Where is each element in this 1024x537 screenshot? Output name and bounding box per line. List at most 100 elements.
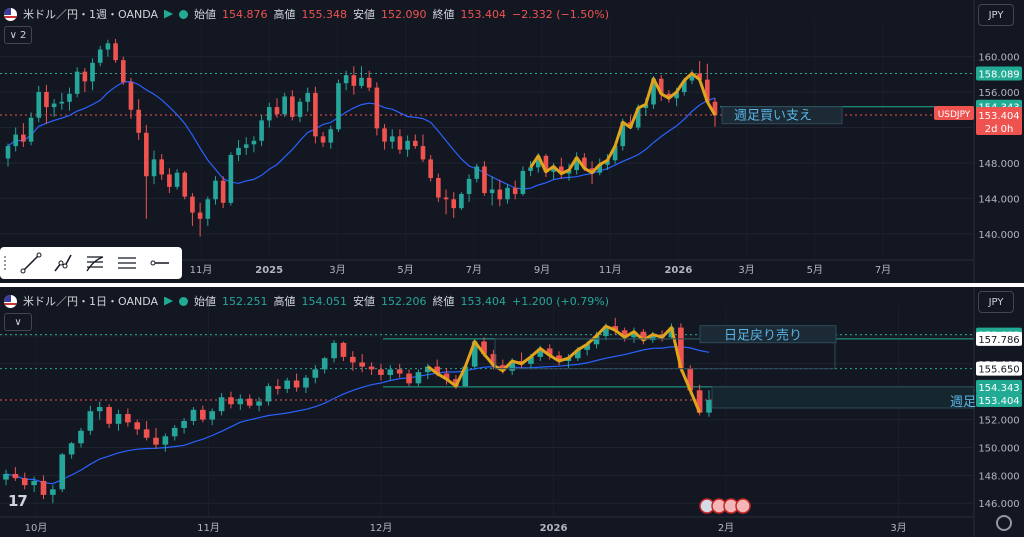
candle [182, 172, 188, 197]
candle [21, 478, 28, 486]
candle [621, 330, 628, 338]
x-tick-label: 11月 [197, 522, 220, 534]
candle [174, 172, 180, 187]
currency-selector[interactable]: JPY [978, 291, 1014, 313]
candle [378, 369, 384, 375]
y-tick-label: 150.000 [978, 443, 1019, 454]
candle [181, 420, 187, 428]
candle [200, 409, 206, 420]
current-price-label: 153.404 [978, 111, 1019, 122]
daily-chart-panel[interactable]: 10月11月12月20262月3月158.000156.000152.00015… [0, 287, 1024, 537]
fib-retracement-icon[interactable] [84, 252, 106, 274]
marker-flag-icon[interactable] [164, 9, 174, 19]
price-level-tag [976, 379, 1022, 394]
candle [397, 136, 403, 150]
x-tick-label: 7月 [875, 264, 891, 276]
candle [197, 212, 203, 219]
candle [462, 366, 469, 387]
candle [209, 411, 216, 420]
pitchfork-icon[interactable] [52, 252, 74, 274]
candle [284, 380, 291, 389]
candle [331, 342, 337, 359]
candle [466, 178, 472, 194]
marker-flag-icon[interactable] [164, 296, 174, 306]
symbol-title[interactable]: 米ドル／円・1日・OANDA [23, 295, 159, 308]
change-value: −2.332 (−1.50%) [512, 7, 609, 21]
candle [259, 120, 264, 141]
low-label: 安値 [353, 8, 376, 21]
candle [237, 398, 244, 405]
candle [115, 414, 122, 424]
candle [31, 480, 37, 486]
drawing-toolbar [0, 247, 182, 279]
pattern-zone [494, 338, 836, 370]
candle [113, 43, 118, 61]
weekly-chart[interactable]: 11月 2025 3月 5月 7月 9月 11月 2026 3月 5月 7月 160.000 156.0… [0, 0, 1024, 283]
candle [265, 386, 272, 402]
candle [471, 341, 478, 367]
y-tick-label: 148.000 [978, 159, 1019, 170]
horizontal-ray-icon[interactable] [148, 252, 170, 274]
symbol-tag [934, 106, 974, 121]
candle [412, 140, 418, 147]
visibility-dot-icon[interactable] [179, 9, 189, 19]
price-level-label: 153.404 [978, 396, 1019, 407]
candle [368, 366, 375, 370]
candle [605, 160, 610, 165]
currency-selector[interactable]: JPY [978, 4, 1014, 26]
panel-divider[interactable] [0, 283, 1024, 287]
visibility-dot-icon[interactable] [179, 296, 189, 306]
candle [405, 140, 410, 150]
usd-flag-icon [4, 7, 17, 21]
candle [136, 109, 141, 133]
candle [28, 117, 34, 142]
open-label: 始値 [194, 295, 217, 308]
candle [44, 92, 49, 108]
x-tick-label: 2026 [664, 265, 692, 276]
candle [666, 93, 672, 99]
settings-gear-icon[interactable] [996, 515, 1012, 531]
candle [512, 187, 518, 194]
candle [134, 422, 141, 430]
candle [428, 159, 433, 179]
candle [528, 356, 534, 364]
candle [151, 159, 157, 177]
candle [82, 71, 88, 82]
candle [537, 348, 544, 357]
weekly-chart-panel[interactable]: 11月 2025 3月 5月 7月 9月 11月 2026 3月 5月 7月 160.000 156.0… [0, 0, 1024, 283]
candle [351, 75, 357, 86]
tradingview-logo[interactable]: 17 [8, 492, 28, 510]
drag-handle-icon[interactable] [4, 256, 10, 270]
indicator-collapse-button[interactable]: ∨ [4, 313, 32, 331]
candle [321, 358, 328, 370]
candle [218, 397, 225, 412]
pattern-highlight-line [529, 71, 717, 176]
candle [520, 170, 526, 194]
symbol-tag-label: USDJPY [938, 110, 971, 120]
candle [582, 157, 587, 169]
candle [436, 178, 441, 198]
candle [120, 60, 126, 83]
candle [566, 170, 572, 174]
x-tick-label: 3月 [738, 264, 754, 276]
candle [546, 348, 553, 356]
price-scale [974, 0, 1024, 283]
daily-chart[interactable]: 10月11月12月20262月3月158.000156.000152.00015… [0, 287, 1024, 537]
high-label: 高値 [273, 8, 296, 21]
trend-line-icon[interactable] [20, 252, 42, 274]
candle [220, 180, 226, 203]
indicator-collapse-button[interactable]: ∨ 2 [4, 26, 32, 44]
candle [396, 369, 403, 374]
candle [603, 326, 609, 336]
candle [612, 146, 618, 161]
parallel-lines-icon[interactable] [116, 252, 138, 274]
candle [350, 356, 356, 363]
candle [343, 75, 349, 84]
high-value: 154.051 [301, 294, 348, 308]
symbol-title[interactable]: 米ドル／円・1週・OANDA [23, 8, 159, 21]
candle [574, 157, 579, 171]
candle [374, 87, 380, 129]
candle [635, 107, 641, 128]
candle [674, 92, 679, 99]
candle [275, 386, 281, 389]
